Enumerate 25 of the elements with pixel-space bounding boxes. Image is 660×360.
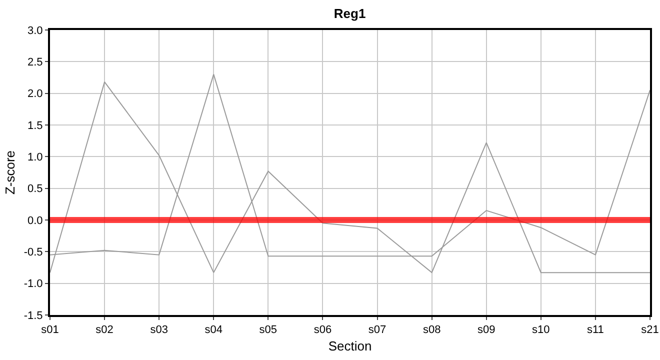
chart-title: Reg1 [334,6,366,22]
x-tick-label: s03 [150,324,168,336]
x-tick-label: s02 [96,324,114,336]
y-tick-label: -0.5 [24,246,43,259]
x-axis-title: Section [328,338,372,354]
y-tick-label: 2.0 [28,88,43,100]
y-tick-label: 1.0 [28,152,43,164]
y-tick-label: -1.5 [24,310,43,322]
y-tick-label: 3.0 [28,24,43,37]
x-tick-label: s10 [532,324,550,336]
y-tick-label: 0.0 [28,214,43,227]
x-tick-label: s11 [586,324,604,336]
x-tick-label: s21 [641,324,659,336]
y-axis-title: Z-score [2,150,18,195]
y-tick-label: -1.0 [24,278,43,290]
x-tick-label: s06 [314,324,332,336]
x-tick-label: s01 [41,324,59,336]
x-tick-label: s05 [259,324,278,336]
y-tick-label: 0.5 [28,183,43,196]
x-tick-label: s07 [368,324,386,336]
x-tick-label: s09 [477,324,496,336]
x-tick-label: s08 [422,324,441,336]
y-tick-label: 1.5 [28,120,43,132]
y-tick-label: 2.5 [28,56,43,69]
x-tick-label: s04 [204,324,223,336]
